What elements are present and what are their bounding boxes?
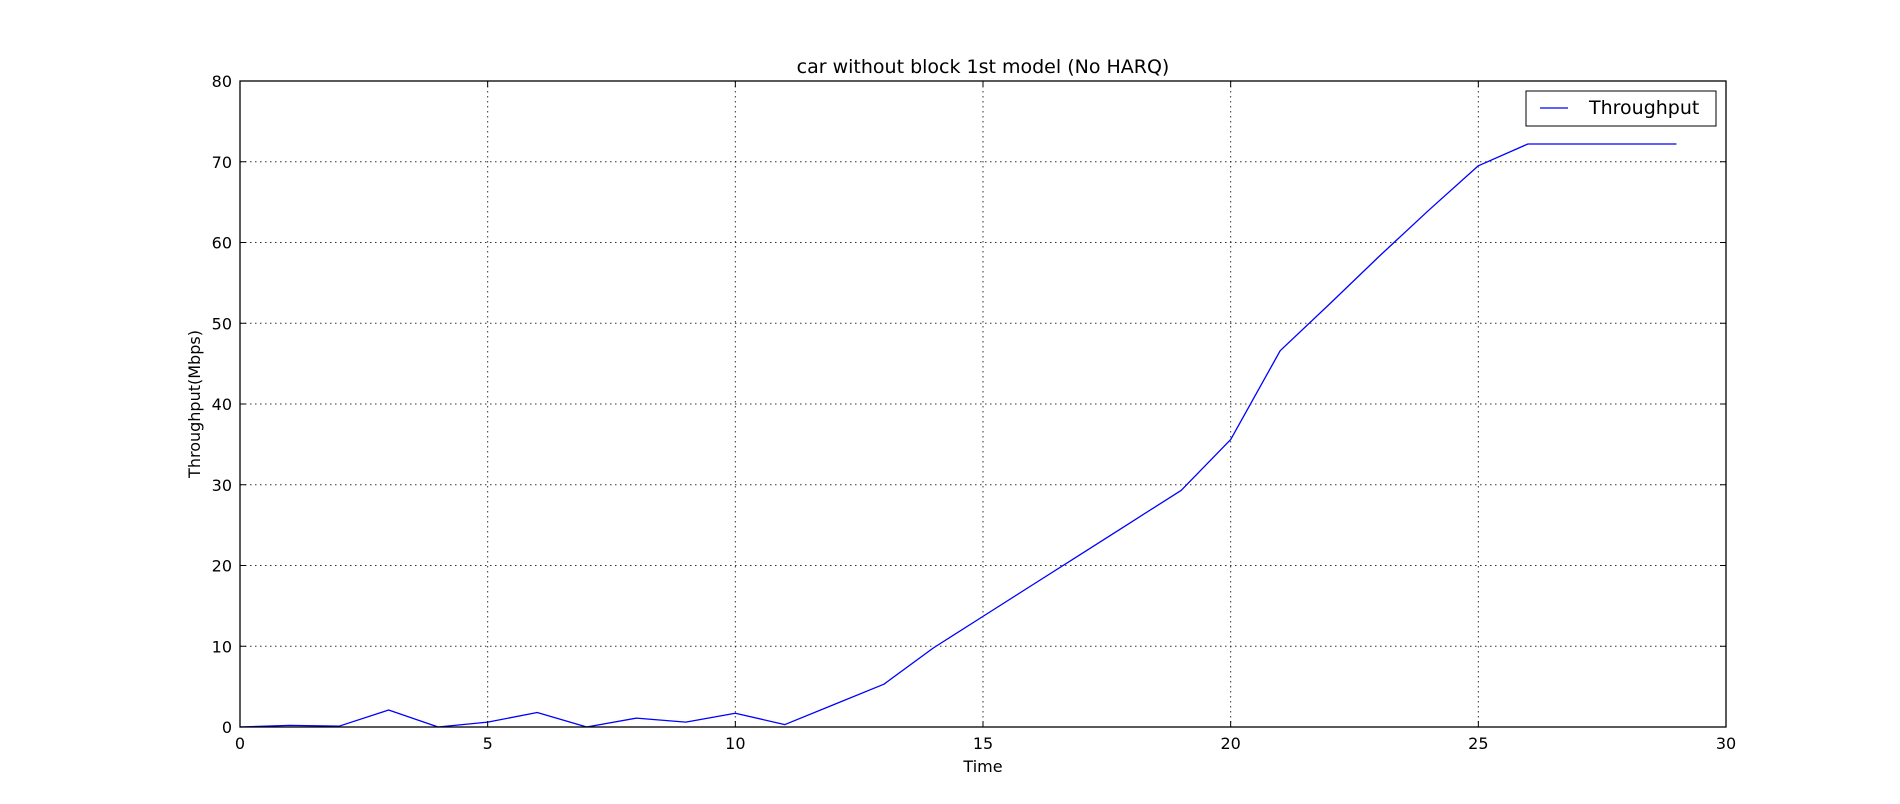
y-tick-label: 80	[212, 72, 232, 91]
x-tick-label: 25	[1468, 734, 1488, 753]
plot-area-frame	[239, 80, 1727, 728]
y-tick-label: 60	[212, 234, 232, 253]
chart-title: car without block 1st model (No HARQ)	[797, 56, 1170, 78]
x-tick-label: 0	[235, 734, 245, 753]
y-tick-label: 50	[212, 314, 232, 333]
tick-layer: 0 5 10 15 20 25 30 0 10 20 30 40 50 60 70 80	[212, 72, 1737, 753]
grid-layer	[240, 81, 1726, 727]
series-layer	[239, 143, 1677, 728]
y-tick-label: 20	[212, 557, 232, 576]
x-tick-label: 5	[483, 734, 493, 753]
x-tick-label: 15	[973, 734, 993, 753]
y-axis-label: Throughput(Mbps)	[185, 330, 204, 479]
y-tick-label: 30	[212, 476, 232, 495]
x-tick-label: 30	[1716, 734, 1736, 753]
series-line-throughput	[239, 143, 1677, 728]
legend: Throughput	[1525, 90, 1717, 127]
y-tick-label: 40	[212, 395, 232, 414]
x-tick-label: 10	[725, 734, 745, 753]
y-tick-label: 10	[212, 637, 232, 656]
y-tick-label: 70	[212, 153, 232, 172]
x-axis-label: Time	[962, 757, 1002, 776]
x-tick-label: 20	[1220, 734, 1240, 753]
legend-label-throughput: Throughput	[1588, 97, 1699, 119]
y-tick-label: 0	[222, 718, 232, 737]
